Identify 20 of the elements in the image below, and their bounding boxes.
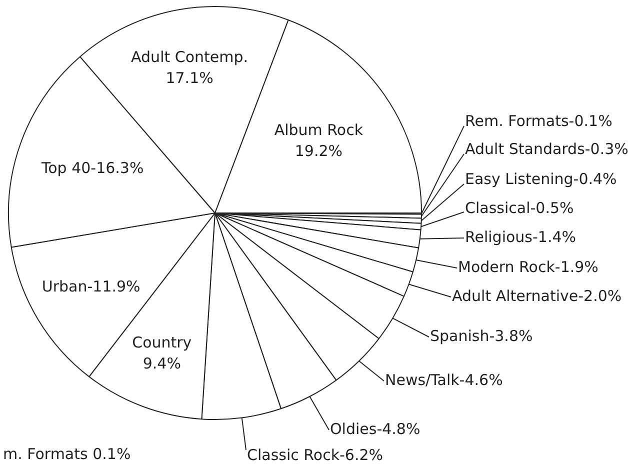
- slice-label: Top 40-16.3%: [40, 158, 144, 177]
- data-label: 9.4%: [142, 354, 181, 372]
- slice-label: Adult Contemp.: [131, 48, 248, 66]
- slice-label: Religious-1.4%: [465, 228, 576, 246]
- slice-label: Rem. Formats-0.1%: [465, 112, 612, 130]
- slice-label: Adult Alternative-2.0%: [452, 286, 622, 305]
- slice-label: Classical-0.5%: [465, 198, 574, 217]
- slice-label: Spanish-3.8%: [430, 326, 533, 345]
- slice-label: Classic Rock-6.2%: [247, 446, 384, 464]
- slice-label: News/Talk-4.6%: [385, 370, 503, 389]
- slice-label: Modern Rock-1.9%: [458, 258, 598, 276]
- slice-label: Album Rock: [274, 120, 364, 139]
- slice-label: Easy Listening-0.4%: [465, 170, 617, 188]
- data-label: 17.1%: [166, 69, 214, 88]
- slice-label: Oldies-4.8%: [330, 420, 420, 438]
- slice-label: Country: [132, 333, 192, 352]
- slice-label: Urban-11.9%: [42, 277, 140, 296]
- slice-label: Adult Standards-0.3%: [465, 140, 628, 158]
- text: m. Formats 0.1%: [3, 444, 131, 463]
- data-label: 19.2%: [294, 142, 343, 160]
